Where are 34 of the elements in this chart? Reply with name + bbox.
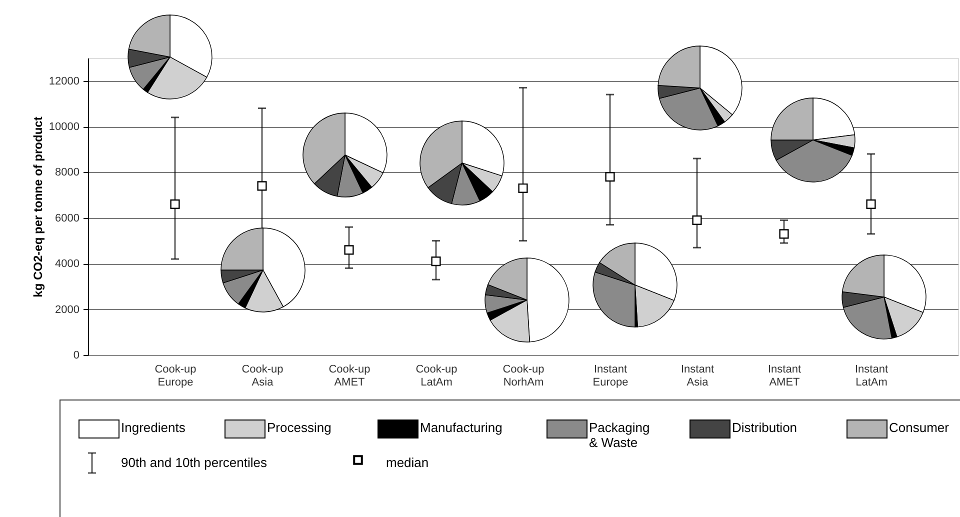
x-tick-label: Instant AMET [768, 364, 802, 388]
point [692, 215, 702, 225]
x-tick-label: Cook-up AMET [328, 364, 370, 388]
point [866, 199, 876, 209]
legend-label: Ingredients [121, 420, 186, 435]
legend-label: Manufacturing [420, 420, 502, 435]
point [344, 245, 354, 255]
legend-label: Processing [267, 420, 332, 435]
y-axis-title: kg CO2-eq per tonne of product [30, 116, 45, 298]
x-tick-label: Instant LatAm [854, 364, 888, 388]
x-tick-label: Cook-up Asia [242, 364, 284, 388]
legend-label: Distribution [732, 420, 798, 435]
point [605, 172, 615, 182]
x-tick-label: Instant Asia [680, 364, 714, 388]
y-tick-label: 10000 [48, 121, 80, 134]
point [518, 183, 528, 194]
y-tick-label: 4000 [55, 258, 80, 270]
legend-label: median [386, 455, 429, 470]
point [257, 181, 267, 191]
legend-label: Packaging & Waste [589, 420, 650, 450]
legend-label: Consumer [889, 420, 950, 435]
y-tick-label: 2000 [55, 304, 80, 316]
point [431, 256, 441, 266]
x-tick-label: Cook-up Europe [154, 364, 196, 388]
x-tick-label: Instant Europe [592, 364, 628, 388]
y-tick-label: 6000 [55, 212, 80, 224]
y-tick-label: 12000 [48, 75, 80, 88]
x-tick-label: Cook-up NorhAm [502, 364, 544, 388]
point [170, 199, 180, 209]
text: 90th and 10th percentiles [121, 455, 268, 470]
y-tick-label: 8000 [55, 166, 80, 179]
x-tick-label: Cook-up LatAm [416, 364, 458, 388]
point [779, 229, 789, 239]
y-tick-label: 0 [73, 350, 80, 362]
